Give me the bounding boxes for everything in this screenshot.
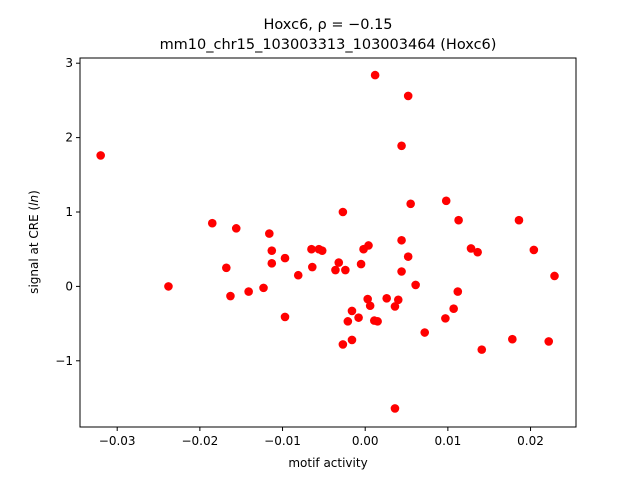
data-point (529, 245, 539, 255)
y-tick-label: 2 (65, 131, 73, 145)
data-point (420, 328, 430, 337)
data-point (382, 294, 391, 303)
data-point (307, 262, 317, 272)
y-tick-label: 1 (65, 205, 73, 219)
data-point (466, 244, 476, 253)
x-tick-label: −0.02 (181, 434, 218, 448)
data-point (347, 335, 357, 345)
data-point (338, 340, 348, 349)
y-tick-label: 3 (65, 56, 73, 70)
data-point (356, 259, 366, 269)
data-point (267, 246, 277, 255)
x-tick-label: 0.00 (352, 434, 379, 448)
data-point (514, 215, 524, 225)
y-axis-label: signal at CRE (ln) (27, 190, 41, 294)
data-point (508, 334, 517, 344)
data-point (453, 287, 463, 296)
data-point (373, 317, 382, 326)
x-tick-label: −0.01 (264, 434, 301, 448)
data-point (280, 312, 290, 322)
x-tick-label: 0.01 (435, 434, 462, 448)
data-point (411, 280, 420, 290)
data-point (370, 70, 380, 80)
data-point (550, 271, 559, 281)
data-point (365, 301, 375, 311)
data-point (259, 283, 268, 293)
y-tick-label: 0 (65, 279, 73, 293)
data-point (441, 314, 450, 323)
x-tick-label: 0.02 (517, 434, 544, 448)
chart-title-line1: Hoxc6, ρ = −0.15 (263, 17, 392, 33)
data-point (96, 151, 105, 160)
data-point (164, 282, 173, 291)
data-point (477, 345, 487, 354)
x-axis-ticks: −0.03 −0.02 −0.01 0.00 0.01 0.02 (99, 427, 544, 448)
data-point (354, 313, 363, 322)
chart-title-line2: mm10_chr15_103003313_103003464 (Hoxc6) (160, 37, 497, 53)
y-axis-ticks: −1 0 1 2 3 (55, 56, 80, 368)
data-point (334, 258, 344, 267)
data-point (403, 252, 413, 261)
data-point (231, 224, 241, 233)
y-axis-label-prefix: signal at CRE ( (27, 206, 41, 294)
data-point (307, 244, 316, 254)
x-tick-label: −0.03 (99, 434, 136, 448)
data-point (397, 267, 406, 276)
data-point (364, 241, 373, 250)
data-points (96, 70, 559, 413)
data-point (244, 287, 253, 296)
data-point (544, 337, 554, 346)
data-point (207, 218, 217, 228)
x-axis-label: motif activity (288, 456, 367, 470)
data-point (226, 291, 235, 301)
plot-frame (79, 57, 577, 428)
data-point (347, 306, 357, 316)
data-point (267, 259, 277, 268)
data-point (397, 235, 406, 245)
data-point (265, 229, 274, 238)
data-point (449, 304, 458, 314)
y-axis-label-ln: ln (27, 195, 41, 206)
data-point (454, 215, 463, 225)
data-point (222, 263, 231, 273)
data-point (403, 91, 413, 101)
data-point (280, 253, 290, 263)
data-point (341, 265, 350, 275)
data-point (473, 247, 482, 257)
data-point (397, 141, 406, 151)
data-point (343, 317, 353, 326)
data-point (331, 265, 340, 275)
data-point (390, 302, 400, 311)
y-axis-label-suffix: ) (27, 190, 41, 195)
data-point (390, 404, 400, 413)
data-point (363, 294, 372, 304)
data-point (441, 196, 451, 206)
data-point (406, 199, 415, 209)
data-point (393, 295, 403, 305)
data-point (293, 270, 303, 280)
y-tick-label: −1 (55, 354, 73, 368)
data-point (338, 207, 348, 217)
data-point (317, 246, 327, 255)
